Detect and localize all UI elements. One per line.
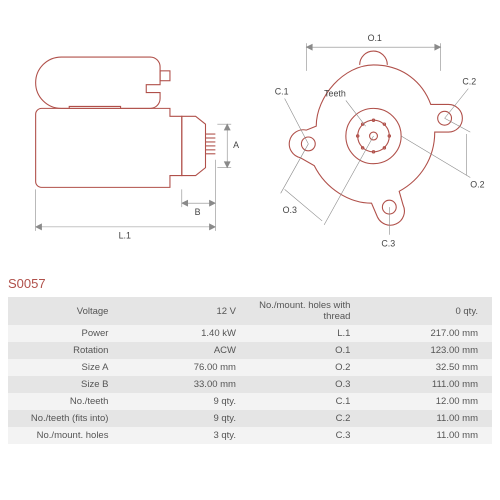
diagram-front-view: O.1 C. bbox=[255, 8, 492, 268]
spec-value: 32.50 mm bbox=[356, 359, 492, 376]
spec-value: 3 qty. bbox=[114, 427, 250, 444]
spec-label: No./teeth bbox=[8, 393, 114, 410]
spec-value: 9 qty. bbox=[114, 393, 250, 410]
spec-label: No./mount. holes bbox=[8, 427, 114, 444]
dim-label-c1: C.1 bbox=[275, 87, 289, 97]
spec-value: 12.00 mm bbox=[356, 393, 492, 410]
spec-value: ACW bbox=[114, 342, 250, 359]
spec-label: Voltage bbox=[8, 297, 114, 325]
dim-label-o2: O.2 bbox=[470, 179, 484, 189]
dim-label-b: B bbox=[195, 207, 201, 217]
spec-label: No./mount. holes with thread bbox=[250, 297, 356, 325]
dim-label-o3: O.3 bbox=[283, 205, 297, 215]
spec-value: 0 qty. bbox=[356, 297, 492, 325]
table-row: No./teeth (fits into)9 qty.C.211.00 mm bbox=[8, 410, 492, 427]
dim-label-a: A bbox=[233, 140, 239, 150]
diagram-side-view: A B L.1 bbox=[8, 8, 245, 268]
dim-label-o1: O.1 bbox=[368, 33, 382, 43]
dim-label-teeth: Teeth bbox=[324, 89, 346, 99]
dim-label-c2: C.2 bbox=[462, 77, 476, 87]
spec-label: Rotation bbox=[8, 342, 114, 359]
spec-label: No./teeth (fits into) bbox=[8, 410, 114, 427]
spec-value: 33.00 mm bbox=[114, 376, 250, 393]
table-row: Size B33.00 mmO.3111.00 mm bbox=[8, 376, 492, 393]
spec-label: C.3 bbox=[250, 427, 356, 444]
spec-table: Voltage12 VNo./mount. holes with thread0… bbox=[8, 297, 492, 444]
table-row: RotationACWO.1123.00 mm bbox=[8, 342, 492, 359]
spec-value: 11.00 mm bbox=[356, 410, 492, 427]
spec-value: 123.00 mm bbox=[356, 342, 492, 359]
spec-label: L.1 bbox=[250, 325, 356, 342]
spec-label: Power bbox=[8, 325, 114, 342]
spec-value: 1.40 kW bbox=[114, 325, 250, 342]
spec-value: 12 V bbox=[114, 297, 250, 325]
dim-label-c3: C.3 bbox=[381, 239, 395, 249]
spec-label: C.2 bbox=[250, 410, 356, 427]
spec-label: O.2 bbox=[250, 359, 356, 376]
table-row: Power1.40 kWL.1217.00 mm bbox=[8, 325, 492, 342]
spec-value: 111.00 mm bbox=[356, 376, 492, 393]
part-id: S0057 bbox=[8, 276, 492, 291]
spec-label: Size B bbox=[8, 376, 114, 393]
spec-value: 11.00 mm bbox=[356, 427, 492, 444]
table-row: No./teeth9 qty.C.112.00 mm bbox=[8, 393, 492, 410]
spec-label: C.1 bbox=[250, 393, 356, 410]
table-row: No./mount. holes3 qty.C.311.00 mm bbox=[8, 427, 492, 444]
spec-label: Size A bbox=[8, 359, 114, 376]
dim-label-l1: L.1 bbox=[119, 231, 131, 241]
spec-value: 9 qty. bbox=[114, 410, 250, 427]
table-row: Voltage12 VNo./mount. holes with thread0… bbox=[8, 297, 492, 325]
spec-label: O.1 bbox=[250, 342, 356, 359]
table-row: Size A76.00 mmO.232.50 mm bbox=[8, 359, 492, 376]
spec-value: 76.00 mm bbox=[114, 359, 250, 376]
spec-value: 217.00 mm bbox=[356, 325, 492, 342]
diagrams-container: A B L.1 O.1 bbox=[8, 8, 492, 268]
spec-label: O.3 bbox=[250, 376, 356, 393]
